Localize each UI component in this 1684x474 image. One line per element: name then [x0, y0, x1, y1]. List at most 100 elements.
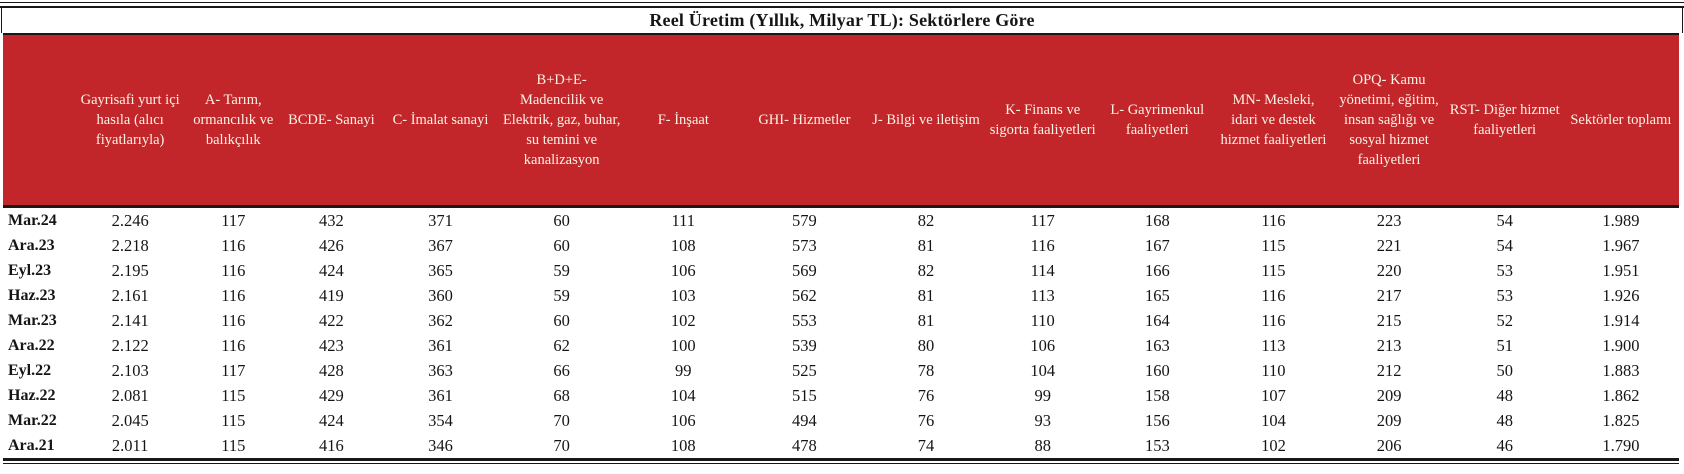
table-cell: 1.883 [1602, 360, 1640, 380]
table-cell: 163 [1144, 335, 1170, 355]
top-double-rule [0, 2, 1684, 8]
col-header-tarim: A- Tarım, ormancılık ve balıkçılık [185, 34, 282, 207]
table-cell: 166 [1144, 260, 1170, 280]
table-cell: 426 [318, 235, 344, 255]
table-cell: 422 [318, 310, 344, 330]
table-cell: 1.862 [1602, 385, 1640, 405]
table-cell: 110 [1261, 360, 1286, 380]
row-period-label: Mar.24 [8, 211, 57, 229]
table-cell: 117 [221, 210, 246, 230]
col-header-mesleki-idari: MN- Mesleki, idari ve destek hizmet faal… [1215, 34, 1332, 207]
table-cell: 116 [1261, 310, 1286, 330]
table-cell: 68 [553, 385, 570, 405]
sectors-table: Gayrisafi yurt içi hasıla (alıcı fiyatla… [3, 33, 1679, 458]
table-cell: 76 [917, 410, 935, 430]
table-cell: 103 [670, 285, 696, 305]
table-cell: 209 [1376, 410, 1402, 430]
table-cell: 362 [428, 310, 453, 330]
table-cell: 104 [670, 385, 696, 405]
table-cell: 54 [1496, 210, 1513, 230]
table-cell: 70 [553, 410, 570, 430]
table-cell: 102 [1261, 435, 1286, 455]
table-cell: 74 [917, 435, 935, 455]
table-cell: 59 [553, 260, 570, 280]
table-cell: 424 [318, 410, 344, 430]
table-cell: 562 [792, 285, 817, 305]
table-cell: 78 [917, 360, 935, 380]
table-cell: 62 [553, 335, 570, 355]
table-cell: 553 [792, 310, 817, 330]
table-row: Eyl.22 2.103 117 428 363 66 99 525 78 104 160 110 21… [3, 358, 1679, 383]
table-cell: 80 [917, 335, 935, 355]
table-cell: 52 [1496, 310, 1513, 330]
table-cell: 160 [1144, 360, 1170, 380]
table-cell: 165 [1144, 285, 1170, 305]
table-cell: 116 [1030, 235, 1055, 255]
table-cell: 102 [670, 310, 696, 330]
table-cell: 108 [670, 435, 696, 455]
table-cell: 1.967 [1602, 235, 1640, 255]
table-cell: 81 [917, 310, 935, 330]
row-period-label: Ara.21 [8, 436, 55, 454]
table-cell: 478 [792, 435, 817, 455]
table-cell: 167 [1144, 235, 1170, 255]
table-cell: 99 [675, 360, 692, 380]
header-row: Gayrisafi yurt içi hasıla (alıcı fiyatla… [3, 34, 1679, 207]
table-cell: 2.122 [111, 335, 149, 355]
row-period-label: Eyl.23 [8, 261, 52, 279]
table-cell: 367 [428, 235, 453, 255]
table-cell: 212 [1376, 360, 1402, 380]
table-cell: 81 [917, 235, 935, 255]
table-cell: 2.218 [111, 235, 149, 255]
table-cell: 48 [1496, 385, 1513, 405]
table-cell: 115 [1261, 260, 1286, 280]
table-cell: 81 [917, 285, 935, 305]
table-cell: 115 [221, 385, 246, 405]
table-cell: 66 [553, 360, 570, 380]
col-header-hizmetler: GHI- Hizmetler [742, 34, 866, 207]
table-cell: 104 [1261, 410, 1286, 430]
table-cell: 221 [1376, 235, 1402, 255]
table-cell: 419 [318, 285, 344, 305]
table-cell: 515 [792, 385, 817, 405]
corner-cell [3, 34, 76, 207]
table-cell: 1.914 [1602, 310, 1640, 330]
table-cell: 104 [1030, 360, 1056, 380]
table-cell: 209 [1376, 385, 1402, 405]
row-period-label: Haz.22 [8, 386, 56, 404]
table-cell: 213 [1376, 335, 1402, 355]
title-row: Reel Üretim (Yıllık, Milyar TL): Sektörl… [1, 8, 1683, 33]
col-header-diger-hizmet: RST- Diğer hizmet faaliyetleri [1446, 34, 1563, 207]
table-cell: 424 [318, 260, 344, 280]
table-cell: 416 [318, 435, 344, 455]
table-cell: 579 [792, 210, 817, 230]
table-row: Ara.23 2.218 116 426 367 60 108 573 81 116 167 115 2… [3, 233, 1679, 258]
table-cell: 106 [670, 260, 696, 280]
table-cell: 116 [221, 285, 246, 305]
table-cell: 108 [670, 235, 696, 255]
table-cell: 116 [221, 335, 246, 355]
table-cell: 110 [1030, 310, 1055, 330]
table-cell: 46 [1496, 435, 1513, 455]
table-cell: 365 [428, 260, 453, 280]
table-cell: 117 [221, 360, 246, 380]
table-cell: 1.825 [1602, 410, 1640, 430]
table-cell: 1.790 [1602, 435, 1640, 455]
col-header-bilgi-iletisim: J- Bilgi ve iletişim [865, 34, 987, 207]
col-header-gayrimenkul: L- Gayrimenkul faaliyetleri [1099, 34, 1216, 207]
table-cell: 60 [553, 310, 570, 330]
table-cell: 2.195 [111, 260, 149, 280]
table-cell: 2.103 [111, 360, 149, 380]
table-cell: 428 [318, 360, 344, 380]
table-cell: 158 [1144, 385, 1170, 405]
table-cell: 525 [792, 360, 817, 380]
table-cell: 50 [1496, 360, 1513, 380]
row-period-label: Ara.23 [8, 236, 55, 254]
table-row: Ara.21 2.011 115 416 346 70 108 478 74 88 153 102 20… [3, 433, 1679, 458]
row-period-label: Eyl.22 [8, 361, 52, 379]
table-cell: 494 [792, 410, 817, 430]
table-cell: 113 [1030, 285, 1055, 305]
table-cell: 60 [553, 210, 570, 230]
table-cell: 93 [1034, 410, 1051, 430]
table-row: Mar.22 2.045 115 424 354 70 106 494 76 93 156 104 20… [3, 408, 1679, 433]
